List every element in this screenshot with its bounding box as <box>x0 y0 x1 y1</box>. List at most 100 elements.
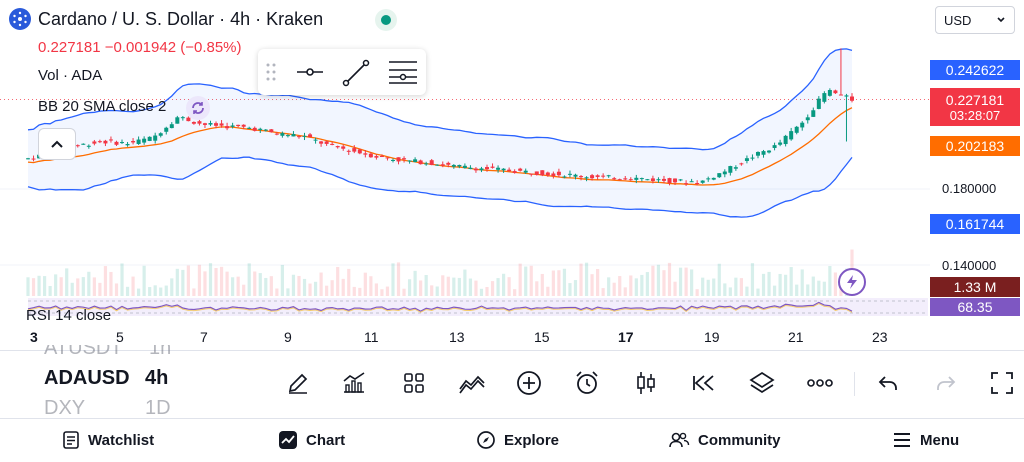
drawing-tools-button[interactable] <box>282 367 314 399</box>
candle-body <box>457 164 462 167</box>
chart-type-button[interactable] <box>630 367 662 399</box>
volume-bar <box>396 262 401 296</box>
volume-bar <box>159 287 163 296</box>
candle-body <box>175 117 180 124</box>
bb-upper-line <box>27 48 853 151</box>
price-tick-label: 0.180000 <box>942 181 997 196</box>
symbol-title[interactable]: Cardano / U. S. Dollar · 4h · Kraken <box>38 9 324 29</box>
candle-body <box>120 142 125 144</box>
volume-bar <box>269 276 273 296</box>
volume-bar <box>87 271 91 296</box>
time-axis-label: 9 <box>284 329 292 345</box>
redo-icon <box>937 376 956 390</box>
volume-bar <box>806 284 810 296</box>
fullscreen-button[interactable] <box>986 367 1018 399</box>
volume-bar <box>535 281 539 296</box>
volume-bar <box>739 278 743 296</box>
nav-explore[interactable]: Explore <box>476 429 559 451</box>
volume-bar <box>557 270 561 296</box>
market-status-icon[interactable] <box>375 9 397 31</box>
more-button[interactable] <box>804 367 836 399</box>
candle-body <box>473 168 478 171</box>
candle-body <box>767 150 772 153</box>
volume-bar <box>76 278 80 296</box>
volume-bar <box>568 283 572 296</box>
candle-body <box>396 157 401 162</box>
layers-icon <box>749 371 775 394</box>
nav-watchlist[interactable]: Watchlist <box>62 429 154 451</box>
candle-body <box>733 167 738 169</box>
replay-button[interactable] <box>688 367 720 399</box>
drawing-toolbar <box>258 49 426 95</box>
redo-button[interactable] <box>930 367 962 399</box>
object-tree-button[interactable] <box>746 367 778 399</box>
candle-body <box>468 167 473 170</box>
volume-bar <box>690 269 694 296</box>
nav-community-label: Community <box>698 431 781 449</box>
volume-bar <box>656 264 661 296</box>
rsi-indicator-label[interactable]: RSI 14 close <box>26 307 112 324</box>
candle-body <box>446 162 451 165</box>
volume-bar <box>186 265 190 296</box>
volume-bar <box>148 287 152 296</box>
people-icon <box>669 432 690 448</box>
trend-line-tool-icon[interactable] <box>342 59 370 92</box>
volume-bar <box>706 279 710 296</box>
nav-menu[interactable]: Menu <box>892 429 959 451</box>
lightning-badge-icon[interactable] <box>838 268 866 296</box>
volume-bar <box>391 263 395 296</box>
current-interval[interactable]: 4h <box>145 367 169 389</box>
interval-switcher[interactable]: 1h 4h 1D <box>145 345 185 417</box>
nav-community[interactable]: Community <box>668 429 781 451</box>
volume-bar <box>153 285 157 296</box>
symbol-switcher[interactable]: ATUSDT ADAUSD DXY <box>44 345 184 417</box>
volume-bar <box>723 283 727 296</box>
volume-bar <box>374 283 379 296</box>
candlestick-chart[interactable] <box>0 0 930 330</box>
volume-bar <box>601 288 605 296</box>
horizontal-line-tool-icon[interactable] <box>296 63 324 86</box>
prev-symbol[interactable]: ATUSDT <box>44 345 123 359</box>
add-button[interactable] <box>513 367 545 399</box>
undo-button[interactable] <box>872 367 904 399</box>
candle-body <box>31 158 36 160</box>
candle-body <box>413 159 418 162</box>
bollinger-indicator-label[interactable]: BB 20 SMA close 2 <box>38 98 167 115</box>
time-axis-label: 11 <box>364 329 379 345</box>
current-symbol[interactable]: ADAUSD <box>44 367 130 389</box>
alert-button[interactable] <box>571 367 603 399</box>
next-interval[interactable]: 1D <box>145 397 171 417</box>
volume-bar <box>817 280 821 296</box>
next-symbol[interactable]: DXY <box>44 397 86 417</box>
volume-bar <box>645 272 649 296</box>
collapse-legend-button[interactable] <box>38 128 76 160</box>
volume-bar <box>42 276 47 296</box>
volume-indicator-label[interactable]: Vol · ADA <box>38 67 103 84</box>
candle-body <box>435 164 440 166</box>
line-style-settings-icon[interactable] <box>388 59 418 90</box>
volume-bar <box>142 265 146 296</box>
indicators-button[interactable] <box>338 367 370 399</box>
layouts-button[interactable] <box>398 367 430 399</box>
candle-body <box>147 136 152 141</box>
volume-bar <box>607 277 611 296</box>
candle-body <box>219 123 224 126</box>
candle-body <box>706 178 711 180</box>
candle-body <box>667 178 672 184</box>
rsi-line <box>27 301 853 312</box>
prev-interval[interactable]: 1h <box>149 345 172 359</box>
candle-body <box>451 164 456 167</box>
nav-chart[interactable]: Chart <box>278 429 345 451</box>
compare-button[interactable] <box>456 367 488 399</box>
drag-handle-icon[interactable] <box>266 62 276 87</box>
volume-bar <box>291 274 296 296</box>
volume-bar <box>242 284 246 296</box>
candle-body <box>612 178 617 180</box>
candle-body <box>551 173 556 177</box>
candle-body <box>341 146 346 149</box>
currency-select[interactable]: USD <box>935 6 1015 34</box>
candle-body <box>97 141 102 143</box>
chart-area[interactable] <box>0 0 1024 350</box>
volume-bar <box>529 265 533 296</box>
nav-watchlist-label: Watchlist <box>88 431 155 449</box>
